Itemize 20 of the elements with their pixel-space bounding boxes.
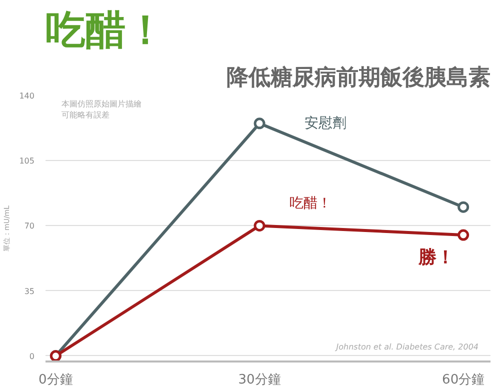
y-tick-label: 105 — [19, 156, 35, 166]
annotation: 勝！ — [417, 247, 454, 268]
chart-subtitle: 降低糖尿病前期飯後胰島素 — [226, 66, 490, 90]
point — [458, 201, 470, 213]
series-label: 吃醋！ — [290, 196, 332, 212]
annotation: Johnston et al. Diabetes Care, 2004 — [334, 342, 478, 352]
x-tick-label: 30分鐘 — [238, 372, 281, 388]
series-label: 安慰劑 — [304, 115, 347, 132]
chart-title: 吃醋！ — [46, 8, 166, 54]
point — [254, 118, 266, 130]
annotation: 可能略有誤差 — [62, 110, 110, 120]
x-tick-label: 60分鐘 — [442, 372, 485, 388]
point — [458, 229, 470, 241]
annotation: 本圖仿照原始圖片描繪 — [62, 100, 142, 108]
y-tick-label: 0 — [29, 352, 35, 361]
y-tick-label: 140 — [19, 92, 35, 100]
x-tick-label: 0分鐘 — [38, 372, 73, 388]
y-tick-label: 35 — [24, 286, 35, 296]
y-tick-label: 70 — [24, 222, 35, 231]
point — [254, 220, 266, 232]
